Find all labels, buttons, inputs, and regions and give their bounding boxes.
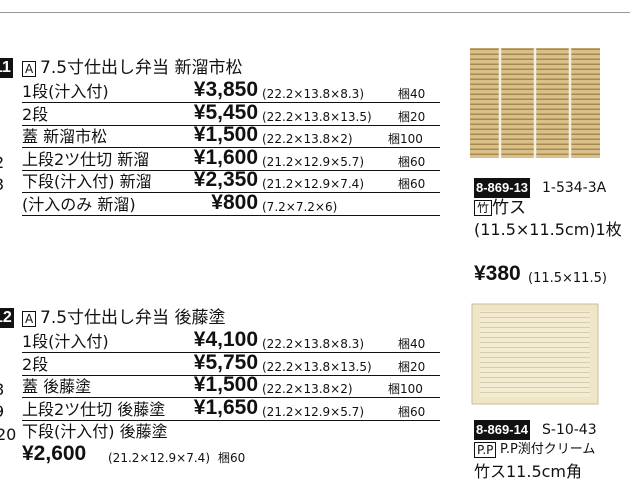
row-name: 下段(汁入付) 後藤塗 (22, 422, 168, 441)
underline (22, 147, 440, 148)
product-model: 1-534-3A (542, 180, 607, 196)
row-name: 1段(汁入付) (22, 332, 109, 351)
margin-number: 3 (0, 175, 4, 195)
row-name: 上段2ツ仕切 新溜 (22, 149, 150, 169)
row-price: ¥4,100 (193, 328, 258, 351)
row-price: ¥2,350 (193, 168, 258, 191)
row-pack: 梱20 (398, 109, 426, 124)
bamboo-mat-image (470, 48, 600, 158)
material-mark: P.P (474, 442, 497, 458)
row-pack: 梱100 (388, 132, 423, 146)
row-price: ¥1,500 (193, 123, 258, 146)
mark: A (22, 311, 37, 327)
top-rule (0, 12, 630, 13)
row-size: (22.2×13.8×8.3) (262, 87, 364, 101)
row-price: ¥3,850 (193, 78, 258, 101)
row-pack: 梱60 (218, 451, 246, 465)
product-size: (11.5×11.5cm)1枚 (474, 220, 622, 239)
row-name: 下段(汁入付) 新溜 (22, 172, 152, 191)
row-price: ¥1,600 (193, 145, 258, 169)
underline (22, 419, 440, 421)
row-name: 蓋 後藤塗 (22, 377, 92, 396)
row-name: 2段 (22, 104, 49, 124)
section-title: 7.5寸仕出し弁当 後藤塗 (40, 308, 226, 328)
mark: A (22, 61, 37, 77)
underline (22, 374, 440, 376)
row-size: (22.2×13.8×2) (262, 132, 353, 146)
product-price-size: (11.5×11.5) (528, 271, 607, 286)
row-price: ¥1,650 (193, 395, 258, 419)
margin-number: 8 (0, 380, 4, 400)
row-name: 上段2ツ仕切 後藤塗 (22, 399, 166, 419)
row-name: (汁入のみ 新溜) (22, 194, 136, 214)
row-size: (22.2×13.8×13.5) (262, 109, 372, 124)
underline (22, 214, 440, 216)
section-title: 7.5寸仕出し弁当 新溜市松 (40, 58, 243, 78)
product-size: 竹ス11.5cm角 (474, 462, 583, 481)
product-price: ¥380 (474, 262, 521, 285)
row-price: ¥1,500 (193, 373, 258, 396)
product-code: 8-869-13 (474, 178, 531, 198)
item-number: 11 (0, 58, 13, 78)
underline (22, 397, 440, 398)
item-number: 12 (0, 308, 14, 328)
row-pack: 梱40 (398, 337, 426, 351)
row-pack: 梱20 (398, 359, 426, 374)
row-price: ¥2,600 (22, 442, 87, 465)
margin-number: 9 (0, 402, 4, 422)
margin-number: 20 (0, 425, 17, 444)
row-pack: 梱40 (398, 87, 426, 101)
row-price: ¥5,450 (193, 100, 258, 124)
product-name: P.P渕付クリーム (500, 442, 596, 457)
row-size: (21.2×12.9×7.4) (108, 451, 210, 465)
underline (22, 124, 440, 126)
row-size: (21.2×12.9×7.4) (262, 177, 364, 191)
row-size: (21.2×12.9×5.7) (262, 404, 364, 419)
row-pack: 梱60 (398, 154, 426, 169)
underline (22, 102, 440, 103)
row-size: (7.2×7.2×6) (262, 199, 338, 214)
underline (22, 192, 440, 193)
row-size: (21.2×12.9×5.7) (262, 154, 364, 169)
row-size: (22.2×13.8×13.5) (262, 359, 372, 374)
row-price: ¥800 (211, 190, 258, 214)
pp-mat-image (471, 303, 599, 405)
row-size: (22.2×13.8×8.3) (262, 337, 364, 351)
row-name: 蓋 新溜市松 (22, 127, 108, 146)
row-price: ¥5,750 (193, 350, 258, 374)
underline (22, 169, 440, 171)
product-model: S-10-43 (542, 422, 597, 438)
row-name: 2段 (22, 354, 49, 374)
row-size: (22.2×13.8×2) (262, 382, 353, 396)
product-code: 8-869-14 (474, 420, 531, 440)
row-pack: 梱60 (398, 404, 426, 419)
product-name: 竹ス (492, 198, 526, 218)
row-name: 1段(汁入付) (22, 82, 109, 101)
row-pack: 梱100 (388, 382, 423, 396)
margin-number: 2 (0, 153, 4, 173)
underline (22, 352, 440, 353)
material-mark: 竹 (474, 200, 493, 216)
row-pack: 梱60 (398, 177, 426, 191)
